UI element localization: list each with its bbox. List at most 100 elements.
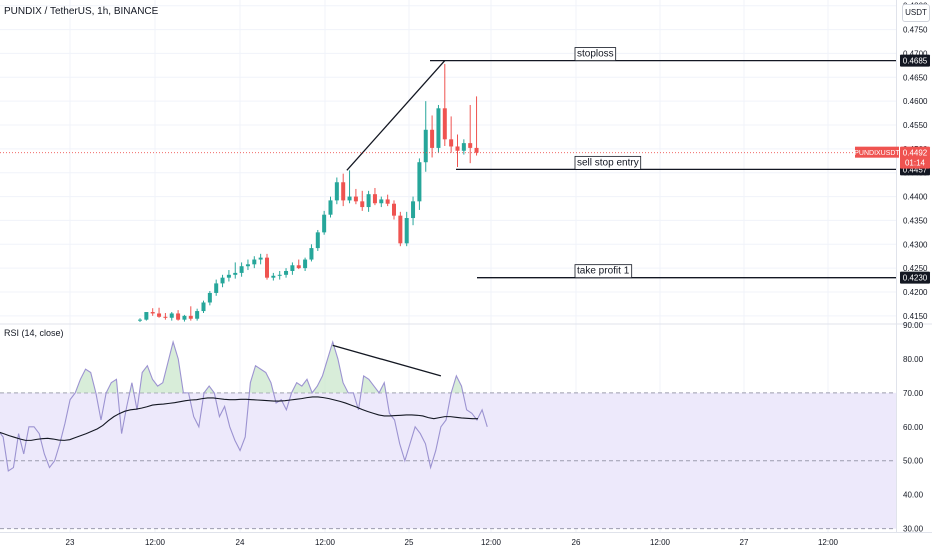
candle-body bbox=[379, 199, 384, 204]
level-price-label: 0.4457 bbox=[903, 165, 928, 174]
candle-body bbox=[328, 200, 333, 215]
level-label: take profit 1 bbox=[577, 266, 630, 277]
candle-body bbox=[315, 232, 320, 249]
x-tick-label: 23 bbox=[66, 538, 75, 547]
last-price-tag bbox=[900, 146, 930, 169]
x-tick-label: 12:00 bbox=[481, 538, 502, 547]
currency-button[interactable]: USDT bbox=[902, 4, 930, 22]
candle-body bbox=[233, 272, 238, 275]
candle-body bbox=[461, 143, 466, 151]
candle-body bbox=[468, 143, 473, 148]
level-label: stoploss bbox=[577, 49, 614, 60]
candle-body bbox=[258, 257, 263, 260]
candle-body bbox=[296, 265, 301, 269]
candle-body bbox=[360, 201, 365, 208]
candle-body bbox=[411, 201, 416, 219]
candle-body bbox=[417, 162, 422, 202]
rsi-y-tick-label: 70.00 bbox=[903, 389, 924, 398]
candle-body bbox=[309, 248, 314, 260]
candle-body bbox=[201, 302, 206, 312]
x-tick-label: 25 bbox=[405, 538, 414, 547]
rsi-line bbox=[0, 339, 488, 472]
rsi-panel-label: RSI (14, close) bbox=[4, 328, 64, 338]
candle-body bbox=[284, 270, 289, 275]
candle-body bbox=[239, 266, 244, 273]
countdown-label: 01:14 bbox=[905, 159, 926, 168]
level-label-box bbox=[574, 264, 633, 279]
level-label-box bbox=[574, 155, 642, 170]
candle-body bbox=[245, 264, 250, 267]
y-tick-label: 0.4200 bbox=[903, 288, 928, 297]
rsi-lines bbox=[0, 339, 488, 472]
level-label: sell stop entry bbox=[577, 157, 639, 168]
candle-body bbox=[303, 259, 308, 269]
candle-body bbox=[398, 215, 403, 244]
chart-title: PUNDIX / TetherUS, 1h, BINANCE bbox=[4, 6, 159, 17]
rsi-divergence-line bbox=[332, 344, 442, 377]
candle-body bbox=[322, 214, 327, 233]
candle-body bbox=[404, 218, 409, 244]
candle-body bbox=[207, 292, 212, 303]
candle-body bbox=[423, 129, 428, 163]
candle-body bbox=[265, 257, 269, 278]
x-tick-label: 12:00 bbox=[650, 538, 671, 547]
rsi-y-tick-label: 40.00 bbox=[903, 491, 924, 500]
x-tick-label: 12:00 bbox=[145, 538, 166, 547]
y-tick-label: 0.4300 bbox=[903, 240, 928, 249]
candle-body bbox=[195, 311, 200, 319]
rsi-band bbox=[0, 392, 896, 530]
candle-body bbox=[290, 265, 295, 271]
y-tick-label: 0.4250 bbox=[903, 264, 928, 273]
candle-body bbox=[214, 283, 219, 293]
y-tick-label: 0.4750 bbox=[903, 26, 928, 35]
level-price-tag bbox=[900, 271, 930, 284]
level-price-label: 0.4685 bbox=[903, 57, 928, 66]
last-price-label: 0.4492 bbox=[903, 149, 928, 158]
candle-body bbox=[163, 316, 168, 318]
candle-body bbox=[347, 196, 352, 201]
candle-body bbox=[150, 312, 155, 314]
candle-body bbox=[449, 139, 454, 147]
rsi-overbought-fill bbox=[75, 341, 463, 393]
y-tick-label: 0.4150 bbox=[903, 312, 928, 321]
y-tick-label: 0.4650 bbox=[903, 73, 928, 82]
candle-body bbox=[252, 259, 257, 265]
level-price-tag bbox=[900, 54, 930, 67]
symbol-tag bbox=[855, 146, 899, 158]
candle-body bbox=[366, 194, 371, 208]
candle-body bbox=[455, 146, 460, 151]
candle-body bbox=[353, 196, 358, 202]
x-tick-label: 24 bbox=[236, 538, 245, 547]
rsi-y-tick-label: 50.00 bbox=[903, 457, 924, 466]
x-tick-label: 26 bbox=[572, 538, 581, 547]
symbol-tag-label: PUNDIXUSDT bbox=[854, 150, 900, 157]
candle-body bbox=[226, 274, 231, 278]
candle-body bbox=[182, 315, 187, 320]
candle-body bbox=[144, 312, 149, 320]
candle-body bbox=[474, 147, 479, 153]
x-tick-label: 27 bbox=[740, 538, 749, 547]
level-price-label: 0.4230 bbox=[903, 274, 928, 283]
level-label-box bbox=[574, 47, 617, 61]
candle-body bbox=[188, 315, 193, 319]
candle-body bbox=[169, 313, 174, 318]
candle-body bbox=[442, 108, 447, 140]
rsi-ma-line bbox=[0, 396, 478, 441]
y-tick-label: 0.4350 bbox=[903, 216, 928, 225]
y-tick-label: 0.4550 bbox=[903, 121, 928, 130]
rsi-y-tick-label: 80.00 bbox=[903, 355, 924, 364]
y-tick-label: 0.4700 bbox=[903, 49, 928, 58]
candle-body bbox=[372, 194, 377, 204]
rsi-y-tick-label: 60.00 bbox=[903, 423, 924, 432]
rsi-y-tick-label: 30.00 bbox=[903, 525, 924, 534]
candle-body bbox=[436, 108, 441, 148]
candles bbox=[138, 63, 479, 323]
candle-body bbox=[430, 129, 435, 148]
y-tick-label: 0.4400 bbox=[903, 193, 928, 202]
candle-body bbox=[341, 182, 346, 201]
candle-body bbox=[138, 319, 142, 321]
